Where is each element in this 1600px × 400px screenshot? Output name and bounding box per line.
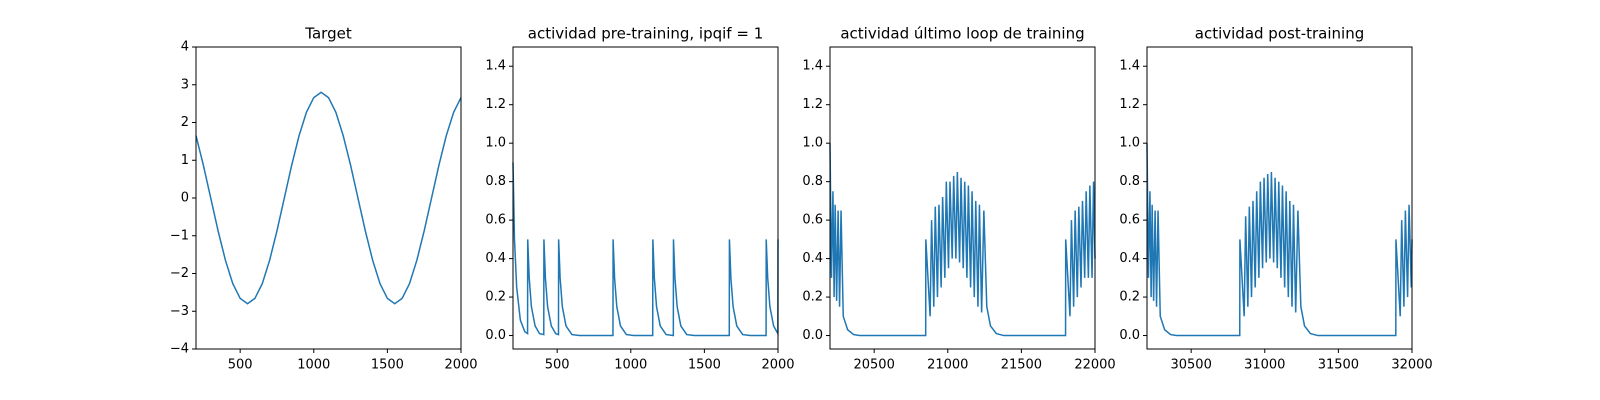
- y-tick-label: 0.0: [802, 328, 823, 343]
- y-tick-label: 0.4: [1119, 251, 1140, 266]
- chart-title: actividad último loop de training: [840, 25, 1084, 43]
- y-tick-label: 0: [181, 191, 189, 206]
- y-tick-label: −4: [170, 342, 189, 357]
- y-tick-label: 1.4: [485, 59, 506, 74]
- plot-frame: [512, 46, 779, 350]
- x-tick-label: 1000: [614, 358, 647, 373]
- y-tick-label: 1.2: [1119, 97, 1140, 112]
- x-tick-label: 31500: [1318, 358, 1359, 373]
- plot-frame: [1146, 46, 1413, 350]
- y-tick-label: 0.0: [485, 328, 506, 343]
- x-tick-label: 500: [228, 358, 253, 373]
- y-tick-label: 1.2: [802, 97, 823, 112]
- y-tick-label: 0.6: [1119, 213, 1140, 228]
- line: [829, 143, 1096, 337]
- x-tick-label: 31000: [1244, 358, 1285, 373]
- x-tick-label: 32000: [1391, 358, 1432, 373]
- y-tick-label: 4: [181, 40, 189, 55]
- plot-frame: [195, 46, 462, 350]
- x-tick-label: 21500: [1001, 358, 1042, 373]
- y-tick-label: 1.4: [802, 59, 823, 74]
- y-tick-label: −3: [170, 304, 189, 319]
- chart-title: Target: [304, 25, 352, 43]
- y-tick-label: 1.4: [1119, 59, 1140, 74]
- x-tick-label: 20500: [853, 358, 894, 373]
- x-tick-label: 21000: [927, 358, 968, 373]
- chart-title: actividad post-training: [1195, 25, 1364, 43]
- y-tick-label: 1: [181, 153, 189, 168]
- line: [1146, 143, 1413, 337]
- y-tick-label: 0.4: [802, 251, 823, 266]
- y-tick-label: 0.2: [802, 290, 823, 305]
- y-tick-label: 0.2: [485, 290, 506, 305]
- y-tick-label: 1.0: [485, 136, 506, 151]
- x-tick-label: 30500: [1170, 358, 1211, 373]
- line: [195, 91, 462, 305]
- x-tick-label: 1500: [688, 358, 721, 373]
- x-tick-label: 500: [545, 358, 570, 373]
- plot-frame: [829, 46, 1096, 350]
- y-tick-label: 2: [181, 115, 189, 130]
- chart-title: actividad pre-training, ipqif = 1: [528, 25, 764, 43]
- line: [512, 162, 779, 337]
- y-tick-label: 0.2: [1119, 290, 1140, 305]
- y-tick-label: 0.8: [485, 174, 506, 189]
- y-tick-label: 0.8: [1119, 174, 1140, 189]
- x-tick-label: 2000: [761, 358, 794, 373]
- x-tick-label: 1000: [297, 358, 330, 373]
- y-tick-label: 0.6: [485, 213, 506, 228]
- y-tick-label: −1: [170, 228, 189, 243]
- y-tick-label: 1.0: [1119, 136, 1140, 151]
- y-tick-label: 3: [181, 77, 189, 92]
- x-tick-label: 22000: [1074, 358, 1115, 373]
- y-tick-label: 0.0: [1119, 328, 1140, 343]
- y-tick-label: 0.8: [802, 174, 823, 189]
- y-tick-label: 0.6: [802, 213, 823, 228]
- y-tick-label: 1.0: [802, 136, 823, 151]
- y-tick-label: 1.2: [485, 97, 506, 112]
- x-tick-label: 2000: [444, 358, 477, 373]
- x-tick-label: 1500: [371, 358, 404, 373]
- y-tick-label: −2: [170, 266, 189, 281]
- y-tick-label: 0.4: [485, 251, 506, 266]
